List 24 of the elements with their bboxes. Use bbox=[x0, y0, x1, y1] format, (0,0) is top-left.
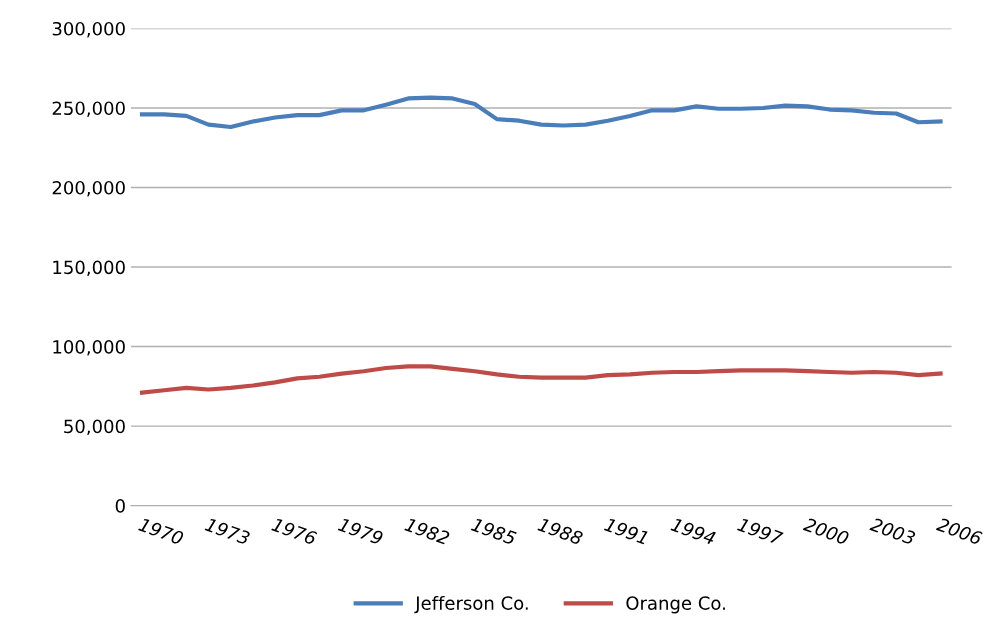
y-tick-label: 0 bbox=[115, 499, 125, 513]
x-tick-label: 1976 bbox=[271, 517, 318, 546]
y-tick-label: 100,000 bbox=[53, 340, 125, 356]
x-tick-label: 1982 bbox=[404, 517, 451, 546]
x-tick-label: 1970 bbox=[138, 517, 185, 546]
x-tick-label: 1991 bbox=[603, 517, 649, 545]
x-tick-label: 1997 bbox=[736, 517, 784, 546]
line-series bbox=[139, 364, 943, 395]
y-tick-label: 50,000 bbox=[64, 419, 125, 436]
y-tick-label: 200,000 bbox=[52, 180, 125, 197]
x-tick-label: 2006 bbox=[935, 517, 983, 546]
x-tick-label: 1979 bbox=[337, 517, 384, 546]
legend-label: Orange Co. bbox=[626, 596, 725, 614]
legend-label: Jefferson Co. bbox=[414, 595, 528, 614]
y-tick-label: 300,000 bbox=[52, 21, 125, 38]
y-tick-label: 150,000 bbox=[53, 260, 125, 276]
y-tick-label: 250,000 bbox=[52, 101, 125, 117]
x-tick-label: 1985 bbox=[470, 517, 517, 546]
x-tick-label: 1994 bbox=[670, 517, 717, 546]
x-tick-label: 1973 bbox=[204, 517, 251, 546]
x-tick-label: 1988 bbox=[537, 517, 584, 546]
x-tick-label: 2003 bbox=[869, 517, 916, 546]
line-series bbox=[139, 95, 943, 130]
x-tick-label: 2000 bbox=[802, 517, 850, 546]
